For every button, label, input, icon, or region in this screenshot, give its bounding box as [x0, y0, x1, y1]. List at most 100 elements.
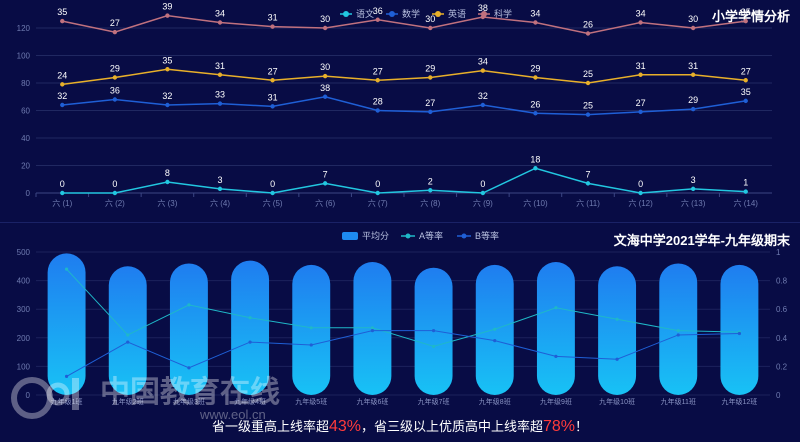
x-tick-label: 九年级3班 — [173, 397, 205, 406]
legend-label: 数学 — [402, 8, 420, 19]
data-label: 7 — [585, 169, 590, 179]
data-point — [322, 73, 328, 79]
data-point — [480, 102, 486, 108]
data-label: 27 — [268, 66, 278, 76]
x-tick-label: 六 (2) — [105, 198, 125, 208]
data-point — [64, 267, 69, 271]
data-point — [638, 72, 643, 77]
data-label: 32 — [478, 91, 488, 101]
x-tick-label: 六 (5) — [263, 198, 283, 208]
legend-label: B等率 — [475, 230, 499, 241]
data-point — [480, 190, 486, 196]
series-line — [62, 167, 746, 194]
data-point — [585, 80, 591, 86]
y-right-tick-label: 1 — [776, 248, 781, 257]
data-label: 26 — [530, 99, 540, 109]
data-point — [217, 72, 223, 77]
y-right-tick-label: 0.8 — [776, 277, 788, 286]
data-label: 28 — [373, 97, 383, 107]
x-tick-label: 九年级2班 — [112, 397, 144, 406]
footer-text-2: ，省三级以上优质高中上线率超 — [360, 419, 543, 434]
data-point — [554, 306, 558, 310]
data-label: 0 — [60, 179, 65, 189]
legend-label: 科学 — [494, 8, 512, 19]
data-point — [428, 75, 433, 80]
y-right-tick-label: 0.2 — [776, 362, 788, 371]
x-tick-label: 九年级5班 — [295, 397, 327, 406]
data-label: 1 — [743, 178, 748, 188]
data-point — [431, 344, 436, 348]
data-label: 34 — [478, 57, 488, 67]
data-label: 31 — [268, 92, 278, 102]
data-point — [533, 166, 538, 171]
data-point — [480, 68, 486, 73]
data-label: 2 — [428, 176, 433, 186]
data-label: 27 — [636, 98, 646, 108]
data-point — [370, 329, 375, 333]
data-point — [309, 343, 313, 347]
data-point — [187, 366, 191, 370]
data-point — [743, 98, 748, 104]
bar — [720, 264, 759, 395]
data-point — [743, 18, 748, 24]
data-point — [309, 326, 313, 330]
data-point — [270, 104, 275, 109]
data-point — [480, 14, 486, 20]
data-point — [187, 303, 191, 307]
y-tick-label: 0 — [26, 189, 31, 198]
data-label: 25 — [583, 69, 593, 79]
data-point — [431, 329, 436, 333]
data-point — [428, 25, 433, 31]
data-label: 35 — [57, 7, 67, 17]
y-tick-label: 100 — [17, 52, 31, 61]
data-label: 25 — [583, 101, 593, 111]
y-left-tick-label: 300 — [17, 305, 31, 314]
data-point — [585, 112, 591, 117]
footer-text-1: 省一级重高上线率超 — [211, 419, 329, 434]
data-point — [60, 190, 65, 196]
data-label: 8 — [165, 168, 170, 178]
data-label: 24 — [57, 70, 67, 80]
x-tick-label: 九年级11班 — [661, 397, 696, 406]
data-point — [493, 339, 497, 343]
data-point — [615, 357, 619, 361]
x-tick-label: 六 (13) — [681, 198, 706, 208]
data-label: 29 — [110, 64, 120, 74]
footer-summary: 省一级重高上线率超43%，省三级以上优质高中上线率超78%！ — [0, 416, 800, 436]
data-point — [248, 316, 252, 320]
y-tick-label: 20 — [21, 162, 30, 171]
bar — [598, 266, 637, 395]
x-tick-label: 九年级8班 — [479, 397, 511, 406]
data-point — [270, 24, 275, 29]
y-right-tick-label: 0 — [776, 391, 781, 400]
data-point — [375, 108, 380, 113]
data-label: 38 — [478, 3, 488, 13]
data-point — [248, 340, 252, 344]
bar — [47, 253, 86, 395]
data-label: 0 — [270, 179, 275, 189]
legend-marker — [342, 232, 358, 240]
chart-title: 文海中学2021学年-九年级期末 — [614, 233, 791, 248]
x-tick-label: 九年级9班 — [540, 397, 572, 406]
series-line — [62, 95, 746, 116]
data-label: 0 — [375, 179, 380, 189]
x-tick-label: 六 (9) — [473, 198, 493, 208]
data-label: 30 — [425, 14, 435, 24]
data-point — [60, 102, 65, 108]
data-label: 31 — [688, 61, 698, 71]
footer-text-3: ！ — [575, 419, 589, 434]
legend-marker — [405, 233, 411, 239]
data-point — [585, 181, 591, 186]
x-tick-label: 九年级4班 — [234, 397, 266, 406]
data-label: 34 — [215, 9, 225, 19]
bar — [292, 264, 331, 395]
y-left-tick-label: 400 — [17, 277, 31, 286]
x-tick-label: 六 (12) — [628, 198, 653, 208]
data-label: 29 — [425, 64, 435, 74]
x-tick-label: 九年级1班 — [51, 397, 83, 406]
bar — [169, 263, 208, 395]
legend-label: 英语 — [448, 8, 466, 19]
y-right-tick-label: 0.4 — [776, 334, 788, 343]
data-point — [375, 17, 380, 22]
data-point — [217, 186, 223, 192]
